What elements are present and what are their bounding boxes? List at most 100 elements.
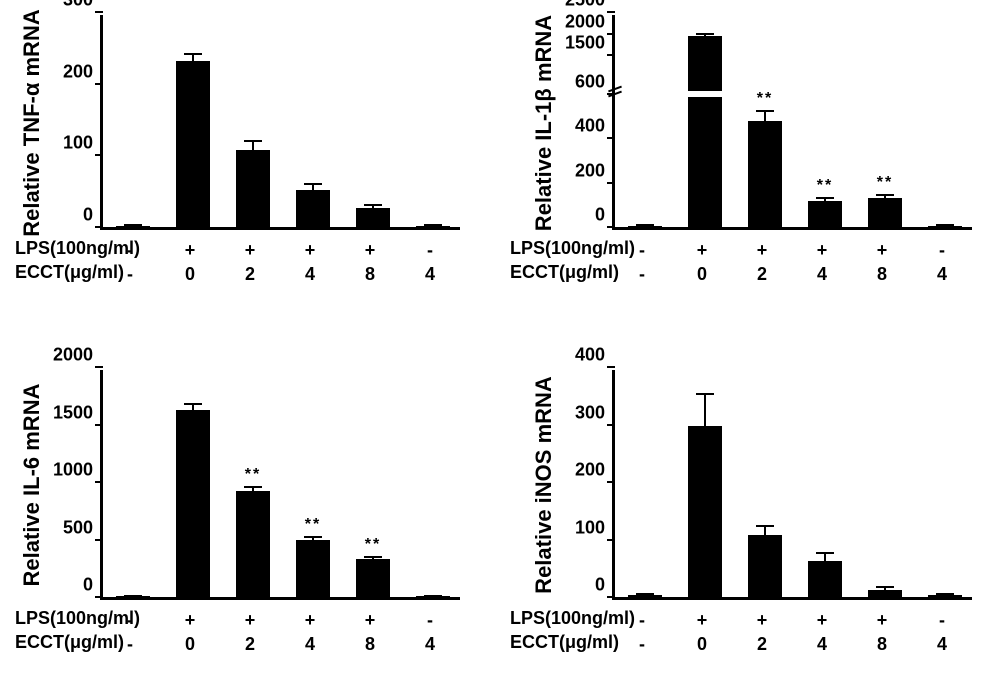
xtick: +2 <box>744 608 780 657</box>
row-label-ecct: ECCT(μg/ml) <box>510 632 619 653</box>
xtick: -4 <box>924 238 960 287</box>
bar <box>356 208 391 227</box>
xtick-lps: + <box>292 608 328 632</box>
xtick-ecct: - <box>624 632 660 656</box>
xtick-ecct: 8 <box>352 262 388 286</box>
xtick-ecct: 0 <box>172 262 208 286</box>
xtick-lps: - <box>112 238 148 262</box>
bar <box>628 595 663 597</box>
ytick-label: 2500 <box>565 0 615 11</box>
ytick-label: 0 <box>83 205 103 226</box>
xtick-lps: + <box>864 238 900 262</box>
bar <box>296 540 331 598</box>
panel-inos: 0100200300400 Relative iNOS mRNA LPS(100ng… <box>510 360 990 680</box>
xtick-lps: + <box>804 608 840 632</box>
xtick-ecct: 4 <box>804 632 840 656</box>
xtick-lps: + <box>352 608 388 632</box>
xtick-lps: + <box>172 238 208 262</box>
xtick: -- <box>112 608 148 657</box>
ytick-label: 0 <box>595 575 615 596</box>
ytick-label: 500 <box>63 517 103 538</box>
xtick-ecct: 2 <box>744 632 780 656</box>
ytick <box>607 33 615 35</box>
ytick <box>95 11 103 13</box>
ytick <box>607 539 615 541</box>
ytick-label: 400 <box>575 116 615 137</box>
ytick-label: 1500 <box>53 402 103 423</box>
xtick-ecct: 8 <box>864 632 900 656</box>
ytick <box>95 424 103 426</box>
xtick-lps: - <box>112 608 148 632</box>
axis-break <box>608 88 622 98</box>
xtick-ecct: 4 <box>412 632 448 656</box>
ytick <box>607 182 615 184</box>
row-label-lps: LPS(100ng/ml) <box>510 608 635 629</box>
row-label-ecct: ECCT(μg/ml) <box>15 262 124 283</box>
ylabel: Relative IL-1β mRNA <box>531 14 557 230</box>
bar <box>808 201 843 227</box>
bar <box>688 36 723 227</box>
significance-marker: ** <box>305 516 321 534</box>
bar <box>868 590 903 597</box>
ytick-label: 0 <box>595 205 615 226</box>
ytick-label: 200 <box>63 61 103 82</box>
xtick: +2 <box>744 238 780 287</box>
ytick <box>95 226 103 228</box>
plot-area: 0100200300400 <box>612 370 972 600</box>
bar <box>868 198 903 227</box>
ytick <box>607 54 615 56</box>
xtick: +2 <box>232 238 268 287</box>
ytick <box>95 83 103 85</box>
ytick <box>607 137 615 139</box>
bar-break-gap <box>686 91 725 97</box>
bar <box>176 410 211 597</box>
xtick: +0 <box>684 238 720 287</box>
ytick-label: 300 <box>63 0 103 11</box>
ytick <box>95 154 103 156</box>
xtick-lps: - <box>412 238 448 262</box>
ytick-label: 100 <box>63 133 103 154</box>
ytick-label: 2000 <box>565 11 615 32</box>
xtick-lps: - <box>624 608 660 632</box>
significance-marker: ** <box>877 174 893 192</box>
significance-marker: ** <box>817 177 833 195</box>
xtick-ecct: 4 <box>924 262 960 286</box>
xtick: +4 <box>804 608 840 657</box>
xtick-lps: + <box>744 608 780 632</box>
xtick-lps: + <box>232 608 268 632</box>
xtick-ecct: 4 <box>292 632 328 656</box>
ytick <box>607 424 615 426</box>
xtick: +8 <box>864 608 900 657</box>
ylabel: Relative IL-6 mRNA <box>19 384 45 587</box>
bar <box>808 561 843 597</box>
ytick <box>607 366 615 368</box>
ytick-label: 400 <box>575 345 615 366</box>
significance-marker: ** <box>245 466 261 484</box>
xtick: +4 <box>804 238 840 287</box>
xtick: +4 <box>292 608 328 657</box>
xtick-lps: + <box>744 238 780 262</box>
ytick <box>607 481 615 483</box>
ytick-label: 200 <box>575 160 615 181</box>
ytick-label: 200 <box>575 460 615 481</box>
bar <box>748 121 783 227</box>
xtick: +0 <box>684 608 720 657</box>
xtick-lps: + <box>864 608 900 632</box>
xtick-lps: + <box>232 238 268 262</box>
xtick-lps: + <box>684 608 720 632</box>
xtick: -- <box>624 238 660 287</box>
xtick: -4 <box>412 608 448 657</box>
xtick-ecct: 8 <box>352 632 388 656</box>
plot-area: 0100200300 <box>100 15 460 230</box>
xtick-ecct: 2 <box>744 262 780 286</box>
bar <box>176 61 211 227</box>
bar <box>296 190 331 227</box>
ytick <box>607 596 615 598</box>
xtick-ecct: 0 <box>172 632 208 656</box>
ytick-label: 100 <box>575 517 615 538</box>
ylabel: Relative iNOS mRNA <box>531 376 557 594</box>
ytick <box>95 366 103 368</box>
ytick-label: 300 <box>575 402 615 423</box>
row-label-ecct: ECCT(μg/ml) <box>15 632 124 653</box>
ylabel: Relative TNF-α mRNA <box>19 9 45 236</box>
